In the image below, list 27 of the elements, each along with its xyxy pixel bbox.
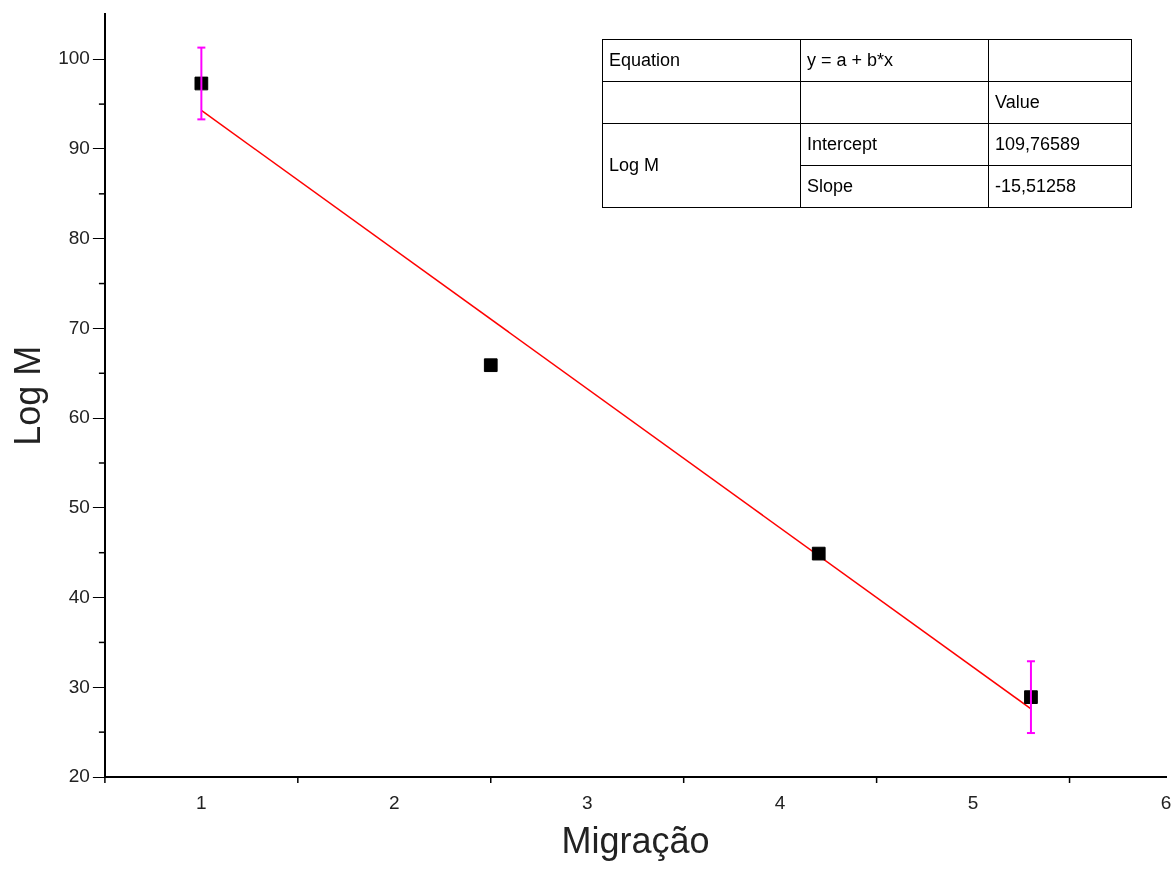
x-tick-label: 2 [389, 791, 400, 813]
y-tick-label: 90 [68, 137, 90, 159]
y-axis-title: Log M [6, 345, 48, 446]
point [811, 546, 826, 561]
y-tick-label: 70 [68, 316, 90, 338]
x-axis-title: Migração [561, 820, 710, 862]
y-tick-label: 60 [68, 406, 90, 428]
annotation: Value [988, 81, 1132, 124]
x-tick-label: 4 [774, 791, 786, 813]
annotation: Intercept [800, 123, 989, 166]
x-tick-label: 6 [1160, 791, 1172, 813]
y-tick-label: 20 [68, 765, 90, 787]
x-tick-label: 5 [967, 791, 979, 813]
annotation: -15,51258 [988, 165, 1132, 208]
annotation: y = a + b*x [800, 39, 989, 82]
annotation: Equation [602, 39, 801, 82]
x-tick-label: 3 [581, 791, 593, 813]
y-tick-label: 80 [68, 226, 90, 248]
y-tick-label: 50 [68, 496, 90, 518]
annotation: Slope [800, 165, 989, 208]
annotation: Log M [602, 123, 801, 208]
point [483, 358, 498, 373]
x-tick-label: 1 [196, 791, 207, 813]
y-tick-label: 30 [68, 675, 90, 697]
y-tick-label: 100 [58, 47, 90, 69]
annotation: 109,76589 [988, 123, 1132, 166]
y-tick-label: 40 [68, 585, 90, 607]
